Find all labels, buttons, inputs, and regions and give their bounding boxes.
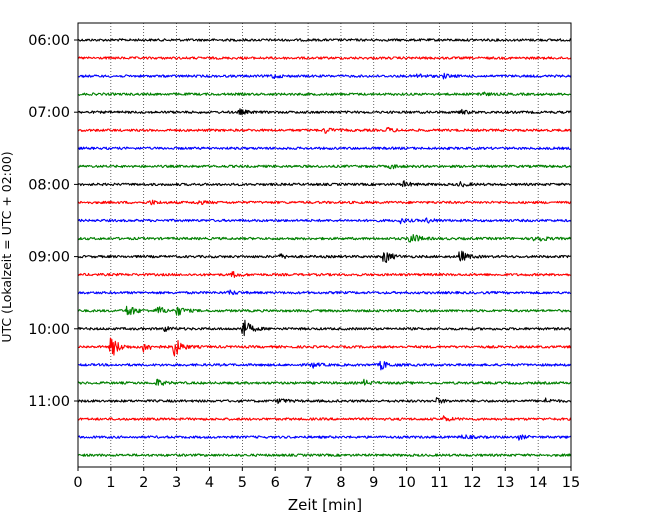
y-tick-label: 11:00 [28,394,70,410]
trace-0915 [77,270,572,278]
trace-0645 [77,91,572,97]
x-tick-label: 7 [303,475,312,491]
y-axis-label: UTC (Lokalzeit = UTC + 02:00) [0,151,14,342]
trace-0600 [77,38,572,42]
x-axis-ticks: 0 1 2 3 4 5 6 7 8 9 10 11 12 13 14 15 [73,467,580,491]
x-axis-label: Zeit [min] [288,496,362,514]
y-tick-label: 08:00 [28,177,70,193]
y-axis-ticks: 06:00 07:00 08:00 09:00 10:00 11:00 [28,33,78,410]
trace-0900 [77,250,572,263]
trace-1100 [77,397,572,405]
trace-1000 [77,319,572,337]
y-tick-label: 10:00 [28,322,70,338]
y-tick-label: 06:00 [28,33,70,49]
x-tick-label: 2 [139,475,148,491]
trace-0700 [77,108,572,116]
plot-frame [77,22,572,468]
trace-0615 [77,56,572,60]
trace-0800 [77,180,572,188]
x-tick-label: 6 [271,475,280,491]
trace-0745 [77,164,572,170]
trace-1115 [77,415,572,422]
trace-0630 [77,72,572,80]
trace-0730 [77,146,572,151]
x-tick-label: 10 [397,475,415,491]
x-tick-label: 11 [430,475,448,491]
grid-lines [110,23,539,467]
trace-1130 [77,434,572,441]
trace-0715 [77,126,572,134]
trace-1030 [77,360,572,371]
x-tick-label: 1 [106,475,115,491]
trace-0830 [77,217,572,225]
trace-1015 [77,337,572,357]
trace-0815 [77,199,572,206]
seismic-traces [77,38,572,457]
y-tick-label: 07:00 [28,105,70,121]
x-tick-label: 0 [73,475,82,491]
x-tick-label: 9 [369,475,378,491]
trace-1045 [77,378,572,386]
trace-0845 [77,234,572,243]
x-tick-label: 15 [562,475,580,491]
trace-1145 [77,453,572,457]
x-tick-label: 12 [463,475,481,491]
x-tick-label: 5 [238,475,247,491]
x-tick-label: 14 [529,475,547,491]
trace-0945 [77,305,572,316]
trace-0930 [77,289,572,296]
x-tick-label: 3 [172,475,181,491]
x-tick-label: 4 [205,475,214,491]
x-tick-label: 13 [496,475,514,491]
y-tick-label: 09:00 [28,250,70,266]
x-tick-label: 8 [336,475,345,491]
